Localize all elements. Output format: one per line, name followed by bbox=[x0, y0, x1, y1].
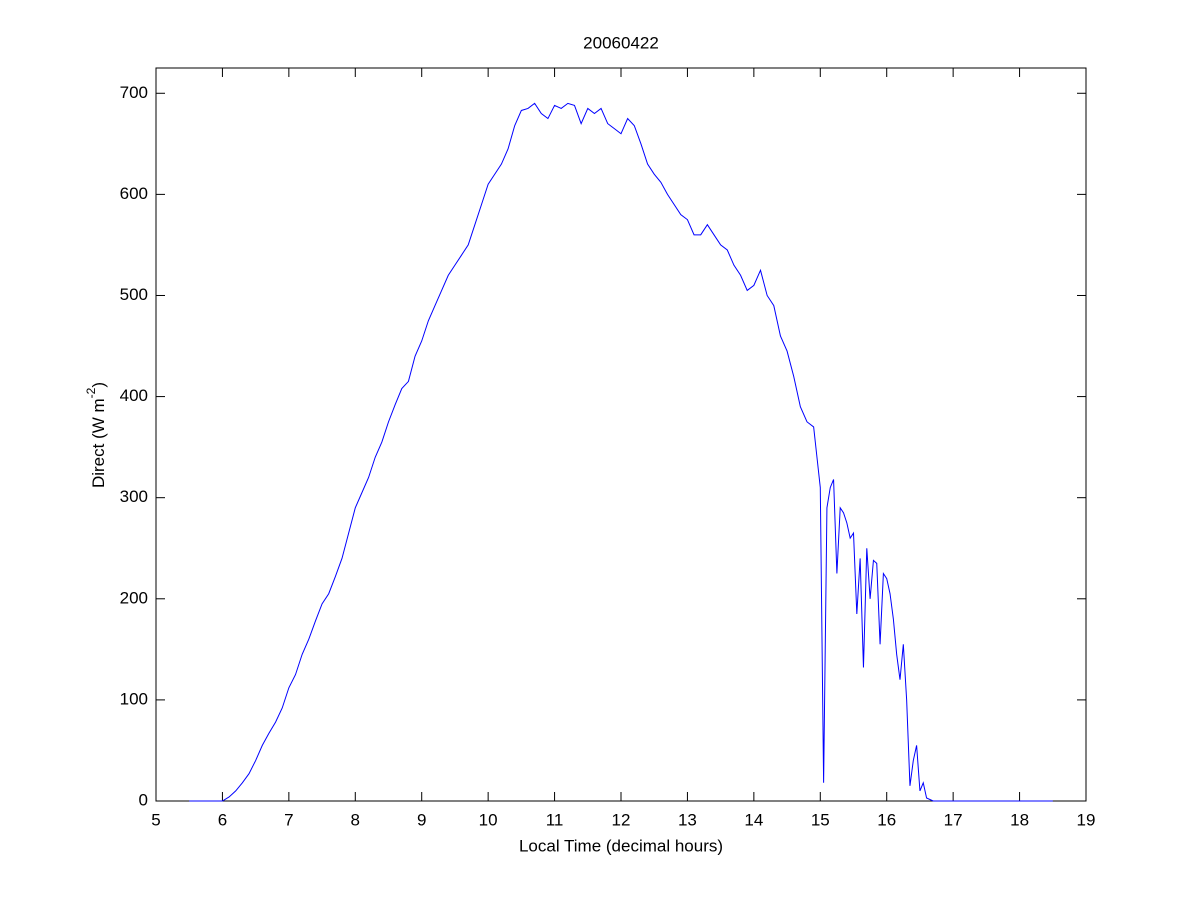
chart-title: 20060422 bbox=[583, 33, 659, 52]
y-tick-label: 600 bbox=[120, 184, 148, 203]
y-tick-label: 300 bbox=[120, 487, 148, 506]
y-tick-label: 500 bbox=[120, 285, 148, 304]
y-axis-label-end: ) bbox=[89, 382, 108, 388]
x-tick-label: 19 bbox=[1077, 810, 1096, 829]
x-tick-label: 10 bbox=[479, 810, 498, 829]
y-tick-label: 700 bbox=[120, 83, 148, 102]
x-tick-label: 14 bbox=[744, 810, 763, 829]
y-axis-label-text: Direct (W m bbox=[89, 398, 108, 488]
x-tick-label: 9 bbox=[417, 810, 426, 829]
x-tick-label: 12 bbox=[612, 810, 631, 829]
y-axis-label-sup: -2 bbox=[84, 387, 98, 398]
x-tick-label: 13 bbox=[678, 810, 697, 829]
x-tick-label: 8 bbox=[351, 810, 360, 829]
y-tick-label: 400 bbox=[120, 386, 148, 405]
x-tick-label: 16 bbox=[877, 810, 896, 829]
y-tick-label: 200 bbox=[120, 588, 148, 607]
plot-area bbox=[155, 67, 1087, 802]
x-tick-label: 11 bbox=[546, 810, 564, 829]
x-tick-label: 15 bbox=[811, 810, 830, 829]
x-axis-label: Local Time (decimal hours) bbox=[519, 836, 723, 855]
data-line bbox=[189, 102, 1053, 802]
x-tick-label: 18 bbox=[1010, 810, 1029, 829]
x-tick-label: 17 bbox=[944, 810, 963, 829]
y-axis-label: Direct (W m-2) bbox=[84, 382, 108, 488]
y-tick-label: 100 bbox=[120, 689, 148, 708]
y-tick-label: 0 bbox=[139, 790, 148, 809]
x-tick-label: 5 bbox=[151, 810, 160, 829]
x-tick-label: 7 bbox=[284, 810, 293, 829]
x-tick-label: 6 bbox=[218, 810, 227, 829]
